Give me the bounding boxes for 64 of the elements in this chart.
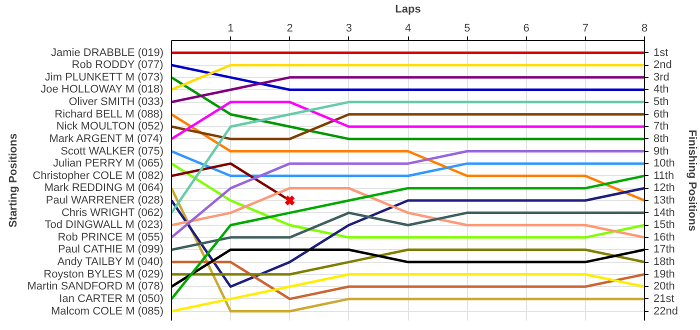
y-tick-label: 18th bbox=[654, 256, 675, 268]
y-tick-label: 7th bbox=[654, 120, 669, 133]
y-tick-label: 17th bbox=[654, 244, 675, 256]
series-label: Nick MOULTON (052) bbox=[56, 120, 164, 133]
y-tick-label: 11th bbox=[654, 170, 674, 182]
x-axis-title: Laps bbox=[395, 4, 421, 16]
series-label: Jim PLUNKETT M (073) bbox=[44, 71, 164, 84]
line-series bbox=[172, 113, 644, 202]
series-label: Julian PERRY M (065) bbox=[53, 158, 164, 170]
x-tick-label: 8 bbox=[641, 22, 648, 34]
series-label: Scott WALKER (075) bbox=[60, 145, 164, 158]
series-label: Oliver SMITH (033) bbox=[68, 96, 164, 108]
y-tick-label: 10th bbox=[654, 158, 675, 170]
x-tick-label: 2 bbox=[286, 22, 293, 34]
series-label: Richard BELL M (088) bbox=[54, 108, 164, 120]
series-label: Paul CATHIE M (099) bbox=[58, 244, 164, 256]
line-series bbox=[172, 212, 644, 251]
line-series bbox=[172, 260, 644, 300]
line-series bbox=[172, 273, 644, 313]
line-series bbox=[172, 100, 644, 214]
y-tick-label: 19th bbox=[654, 268, 675, 280]
series-label: Martin SANDFORD M (078) bbox=[27, 280, 164, 293]
y-tick-label: 3rd bbox=[654, 71, 670, 84]
x-tick-label: 4 bbox=[404, 22, 412, 34]
y-tick-label: 2nd bbox=[654, 59, 672, 72]
y-axis-title: Finishing Positions bbox=[686, 130, 698, 232]
series-label: Mark ARGENT M (074) bbox=[49, 132, 163, 145]
x-tick-label: 1 bbox=[228, 22, 234, 34]
series-label: Malcom COLE M (085) bbox=[51, 305, 164, 318]
y-tick-label: 5th bbox=[654, 96, 669, 108]
line-series bbox=[172, 76, 644, 140]
series-label: Chris WRIGHT (062) bbox=[61, 206, 164, 219]
series-label: Ian CARTER M (050) bbox=[59, 292, 164, 305]
y-tick-label: 21st bbox=[654, 292, 674, 305]
y-tick-label: 12th bbox=[654, 182, 675, 194]
series-label: Mark REDDING M (064) bbox=[44, 182, 164, 194]
y-tick-label: 22nd bbox=[654, 305, 678, 318]
line-series bbox=[172, 186, 644, 288]
y-tick-label: 20th bbox=[654, 280, 675, 293]
series-label: Paul WARRENER (028) bbox=[46, 194, 164, 206]
series-label: Royston BYLES M (029) bbox=[44, 268, 164, 280]
x-tick-label: 6 bbox=[523, 22, 530, 34]
y-tick-label: 13th bbox=[654, 194, 675, 206]
y-tick-label: 6th bbox=[654, 108, 669, 120]
y-tick-label: 8th bbox=[654, 132, 669, 145]
y-tick-label: 16th bbox=[654, 231, 675, 244]
series-label: Christopher COLE M (082) bbox=[32, 170, 164, 182]
y-tick-label: 15th bbox=[654, 219, 675, 232]
series-label: Rob PRINCE M (055) bbox=[58, 231, 164, 244]
line-series bbox=[172, 186, 644, 239]
series-label: Joe HOLLOWAY M (018) bbox=[40, 84, 164, 96]
series-label: Jamie DRABBLE (019) bbox=[51, 46, 164, 59]
text: Starting Positions bbox=[8, 133, 20, 228]
x-tick-label: 5 bbox=[464, 22, 470, 34]
series-label: Tod DINGWALL M (023) bbox=[44, 219, 164, 232]
y-tick-label: 14th bbox=[654, 206, 675, 219]
series-label: Andy TAILBY M (040) bbox=[57, 256, 164, 268]
x-tick-label: 7 bbox=[582, 22, 588, 34]
line-series bbox=[172, 174, 644, 300]
y-tick-label: 4th bbox=[654, 84, 669, 96]
series-label: Rob RODDY (077) bbox=[72, 59, 164, 72]
y-tick-label: 9th bbox=[654, 145, 669, 158]
x-tick-label: 3 bbox=[346, 22, 352, 34]
y-tick-label: 1st bbox=[654, 46, 668, 59]
